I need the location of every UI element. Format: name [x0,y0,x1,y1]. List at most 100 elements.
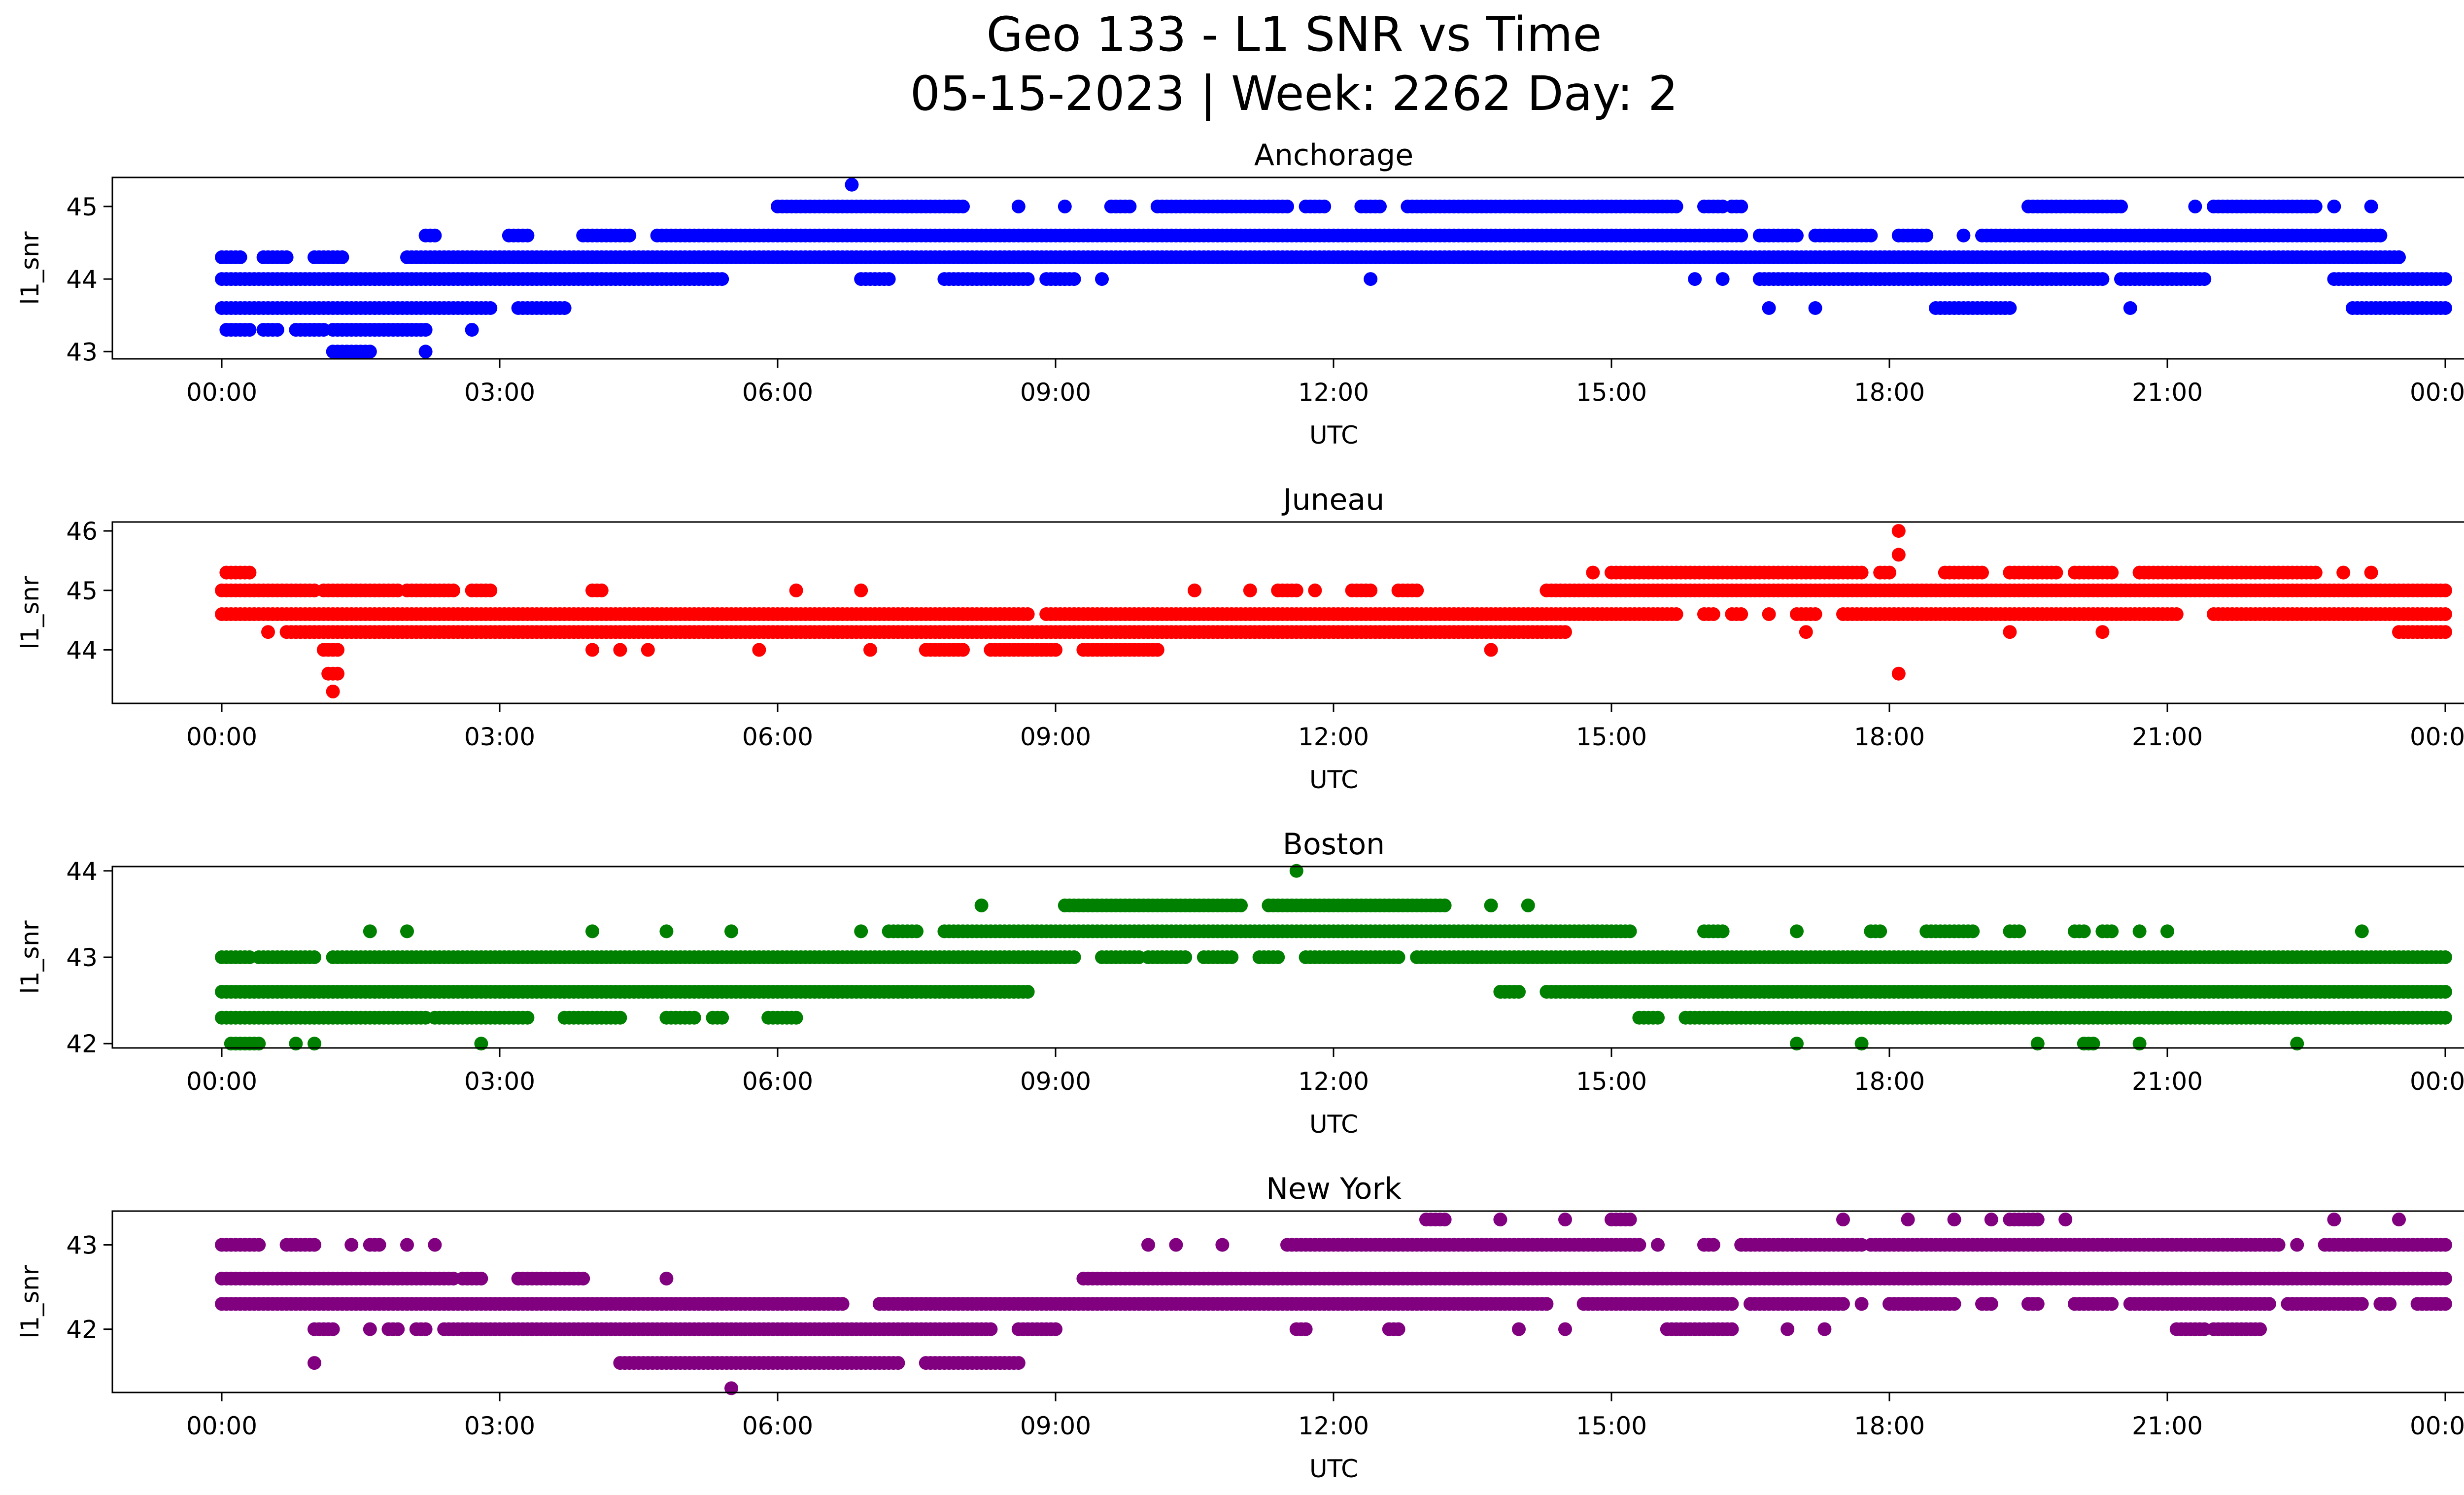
x-tick-label: 09:00 [1020,1067,1091,1096]
data-point [1715,272,1730,286]
data-point [2336,565,2351,580]
scatter-points [215,524,2452,698]
data-point [331,643,344,657]
data-point [261,625,275,639]
data-point [1558,625,1572,639]
y-tick-label: 44 [66,265,98,294]
data-point [641,643,655,657]
data-point [984,1322,998,1336]
data-point [724,924,738,939]
data-point [2438,301,2452,315]
data-point [1540,1297,1554,1311]
y-tick-label: 45 [66,193,98,221]
data-point [1067,272,1081,286]
figure-title-line2: 05-15-2023 | Week: 2262 Day: 2 [910,66,1678,122]
data-point [1688,272,1702,286]
data-point [1095,272,1109,286]
x-tick-label: 03:00 [464,723,535,751]
data-point [2364,565,2378,580]
y-axis-label: l1_snr [16,920,44,994]
y-axis-label: l1_snr [16,576,44,649]
x-tick-label: 06:00 [742,378,813,407]
data-point [1049,643,1062,657]
data-point [308,1356,321,1370]
data-point [854,583,868,597]
data-point [1623,924,1637,939]
data-point [335,250,349,264]
data-point [1854,565,1869,580]
data-point [326,684,340,698]
data-point [1011,1356,1026,1370]
data-point [2132,924,2147,939]
data-point [2030,1297,2045,1311]
data-point [2392,250,2406,264]
data-point [520,1010,535,1025]
data-point [1725,1322,1739,1336]
y-tick-label: 43 [66,943,98,972]
data-point [474,1037,488,1051]
data-point [835,1297,850,1311]
data-point [2327,199,2341,213]
data-point [1299,1322,1313,1336]
data-point [326,1322,340,1336]
data-point [1123,199,1137,213]
data-point [1725,1297,1739,1311]
data-point [1762,301,1776,315]
data-point [2105,924,2119,939]
data-point [1021,607,1035,621]
data-point [1966,924,1980,939]
data-point [1011,199,1026,213]
data-point [1808,607,1822,621]
data-point [363,924,377,939]
data-point [279,250,294,264]
x-tick-label: 15:00 [1576,378,1647,407]
scatter-points [215,177,2452,359]
data-point [1734,607,1748,621]
data-point [308,950,321,964]
x-tick-label: 00:00 [2410,1067,2464,1096]
x-tick-label: 00:00 [2410,723,2464,751]
data-point [1512,985,1526,999]
data-point [1317,199,1332,213]
data-point [1373,199,1387,213]
x-tick-label: 09:00 [1020,378,1091,407]
data-point [789,583,803,597]
data-point [1512,1322,1526,1336]
data-point [1762,607,1776,621]
data-point [1364,272,1378,286]
data-point [1308,583,1322,597]
data-point [1437,898,1452,912]
data-point [2438,625,2452,639]
data-point [2012,924,2026,939]
data-point [1021,985,1035,999]
subplot-title: Anchorage [1254,138,1413,173]
data-point [1891,666,1906,681]
data-point [2077,924,2091,939]
data-point [363,345,377,359]
data-point [465,323,479,337]
data-point [2438,1297,2452,1311]
scatter-points [215,864,2452,1051]
data-point [1391,1322,1405,1336]
data-point [1817,1322,1832,1336]
data-point [956,199,970,213]
data-point [613,1010,627,1025]
y-tick-label: 44 [66,857,98,886]
data-point [1178,950,1193,964]
data-point [2114,199,2128,213]
data-point [845,177,859,192]
data-point [854,924,868,939]
data-point [331,666,344,681]
data-point [2197,272,2212,286]
data-point [2262,1297,2276,1311]
data-point [882,272,896,286]
data-point [1021,272,1035,286]
x-tick-label: 21:00 [2132,1067,2203,1096]
data-point [2086,1037,2100,1051]
data-point [752,643,766,657]
data-point [418,323,433,337]
data-point [2438,1010,2452,1025]
figure-title-line1: Geo 133 - L1 SNR vs Time [987,7,1602,62]
